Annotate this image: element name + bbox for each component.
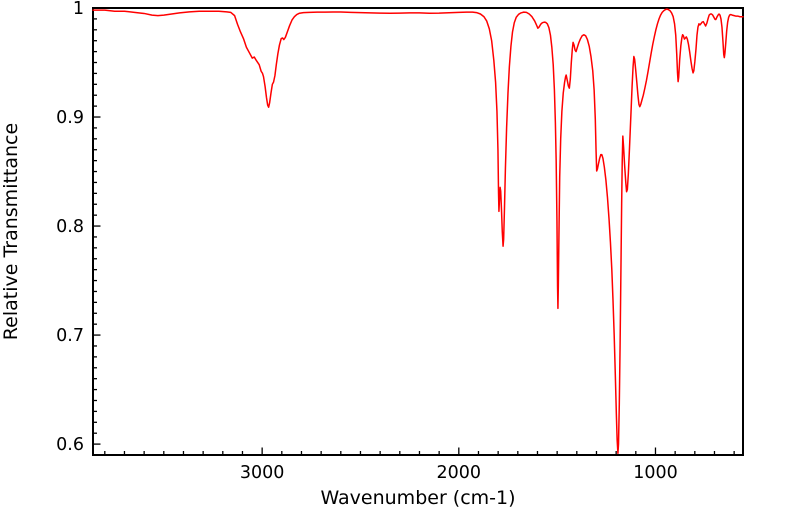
x-tick-label: 1000 (633, 463, 678, 483)
y-tick-label: 1 (73, 0, 84, 19)
y-tick-label: 0.8 (56, 217, 84, 237)
spectrum-line (92, 8, 744, 455)
x-tick-label: 2000 (437, 463, 482, 483)
x-tick-label: 3000 (240, 463, 285, 483)
y-axis-label: Relative Transmittance (0, 123, 22, 340)
y-tick-label: 0.7 (56, 326, 84, 346)
y-tick-labels: 1 0.9 0.8 0.7 0.6 (56, 0, 84, 455)
y-tick-label: 0.9 (56, 108, 84, 128)
plot-border (92, 7, 744, 456)
y-tick-label: 0.6 (56, 435, 84, 455)
x-tick-labels: 3000 2000 1000 (240, 463, 678, 483)
minor-ticks (93, 18, 735, 456)
x-axis-label: Wavenumber (cm-1) (320, 487, 515, 509)
